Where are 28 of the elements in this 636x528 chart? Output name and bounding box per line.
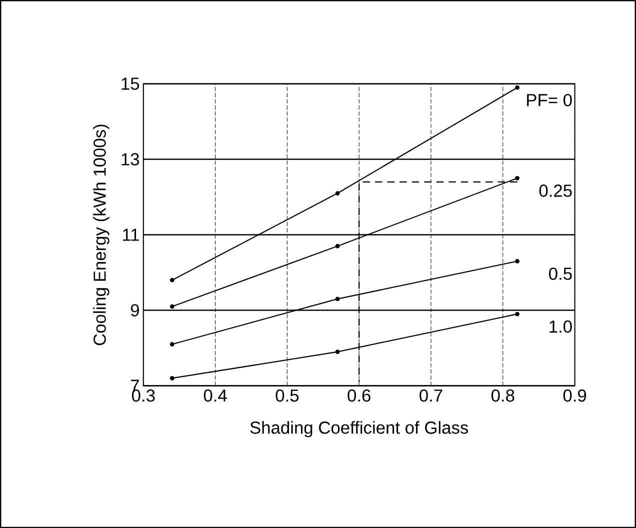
- point: [335, 296, 340, 302]
- point: [335, 191, 340, 196]
- point: [515, 176, 520, 180]
- y-tick-label: 15: [122, 78, 140, 90]
- point: [515, 258, 520, 264]
- x-tick-label: 0.6: [348, 389, 370, 402]
- point: [515, 312, 520, 316]
- y-tick-label: 9: [130, 304, 139, 316]
- point: [170, 278, 174, 282]
- series-label: 0.5: [549, 268, 572, 280]
- point: [515, 85, 520, 90]
- y-axis-title: Cooling Energy (kWh 1000s): [93, 124, 110, 346]
- y-tick-label: 11: [123, 228, 139, 241]
- point: [170, 304, 174, 309]
- point: [170, 342, 174, 346]
- x-tick-label: 0.4: [204, 389, 227, 402]
- y-tick-label: 13: [122, 153, 140, 166]
- x-tick-label: 0.7: [420, 389, 442, 402]
- series-label: 0.25: [539, 184, 572, 197]
- series-label: 1.0: [550, 320, 572, 333]
- series-label: PF= 0: [527, 94, 572, 106]
- x-tick-label: 0.8: [491, 389, 514, 402]
- x-tick-label: 0.9: [563, 389, 586, 402]
- point: [335, 350, 340, 354]
- point: [170, 376, 174, 380]
- x-axis-title: Shading Coefficient of Glass: [250, 421, 468, 438]
- x-tick-label: 0.5: [276, 389, 299, 402]
- point: [335, 244, 340, 248]
